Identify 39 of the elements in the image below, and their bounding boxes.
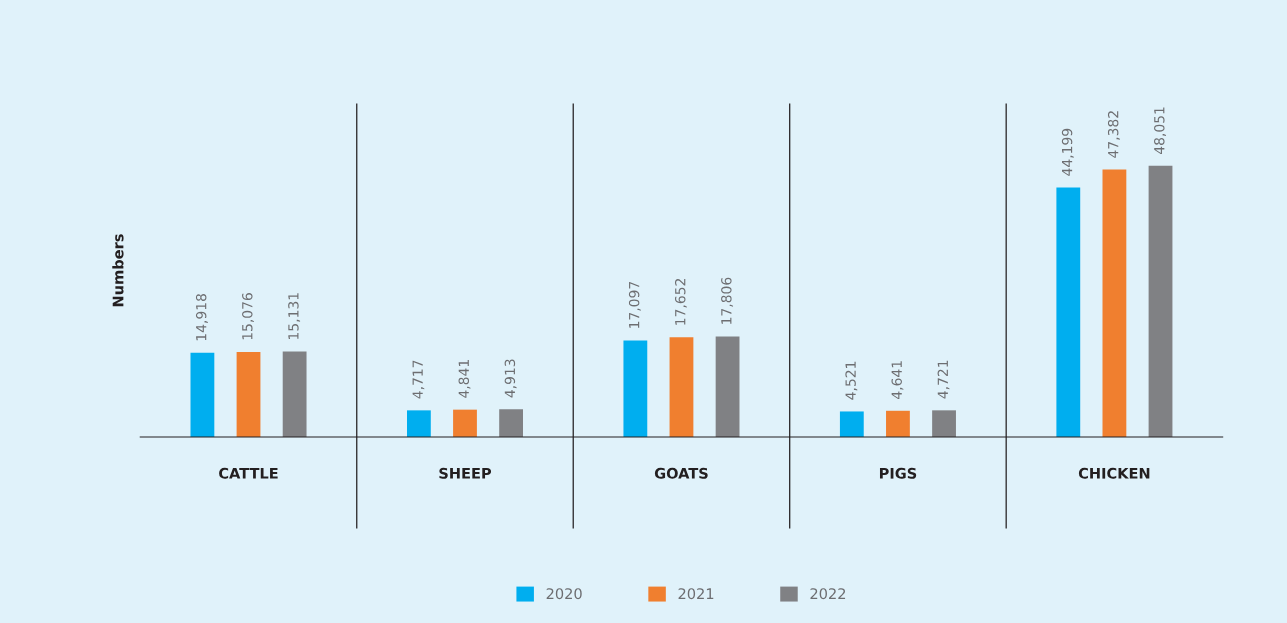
data-label: 48,051 — [1154, 107, 1166, 155]
x-tick-label: CHICKEN — [1078, 467, 1150, 479]
legend-label: 2021 — [678, 588, 714, 600]
data-label: 47,382 — [1107, 111, 1120, 158]
bar — [406, 410, 431, 437]
bar — [839, 411, 864, 437]
bar — [932, 410, 956, 437]
data-label: 44,199 — [1061, 128, 1074, 176]
x-tick-label: CATTLE — [219, 467, 278, 479]
bar — [236, 351, 261, 437]
data-label: 4,521 — [845, 361, 858, 400]
bar — [1102, 169, 1127, 437]
bar — [453, 409, 477, 437]
bar — [669, 337, 694, 437]
x-tick-label: PIGS — [879, 467, 917, 479]
data-label: 4,721 — [937, 360, 950, 399]
bar — [886, 410, 910, 437]
data-label: 17,652 — [674, 279, 687, 325]
data-label: 4,841 — [458, 360, 471, 398]
x-tick-label: GOATS — [654, 467, 708, 479]
bar — [1056, 187, 1081, 437]
bar — [1148, 165, 1173, 437]
bar — [190, 352, 215, 437]
data-label: 15,076 — [242, 293, 254, 340]
y-axis-title: Numbers — [112, 234, 124, 307]
legend-label: 2020 — [546, 588, 582, 600]
bar — [623, 340, 648, 437]
bar — [499, 409, 524, 437]
data-label: 4,717 — [412, 360, 425, 399]
data-label: 4,913 — [504, 359, 517, 398]
data-label: 14,918 — [195, 294, 208, 341]
data-label: 15,131 — [288, 293, 301, 339]
data-label: 17,097 — [628, 281, 641, 328]
data-label: 4,641 — [891, 361, 904, 399]
legend-label: 2022 — [810, 588, 846, 600]
x-tick-label: SHEEP — [439, 467, 492, 479]
bar — [715, 336, 740, 437]
data-label: 17,806 — [721, 277, 734, 324]
bar — [282, 351, 307, 437]
